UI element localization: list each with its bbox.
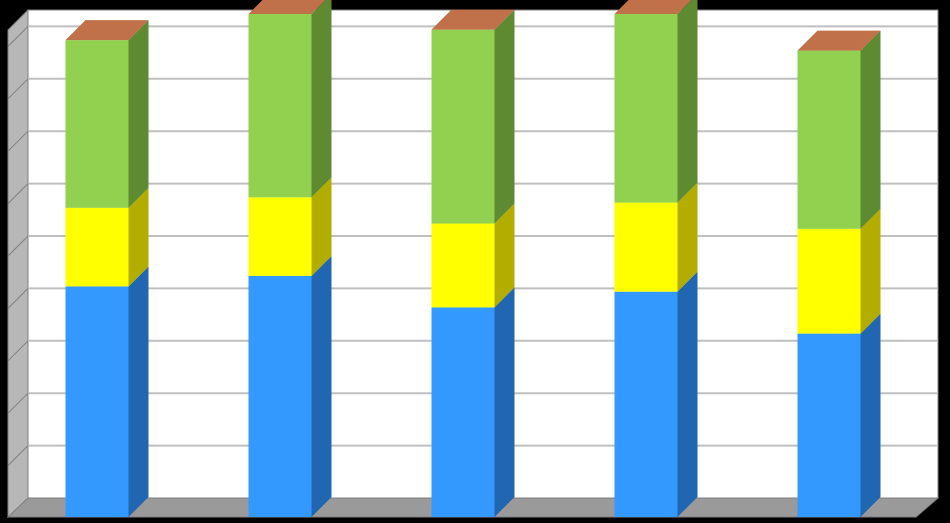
bar-segment xyxy=(614,202,678,292)
bar-top-cap xyxy=(614,0,692,14)
bar-stack xyxy=(431,9,515,517)
bar-segment-side xyxy=(128,20,149,208)
bar-segment xyxy=(431,223,495,308)
side-gridline xyxy=(7,392,29,414)
bar-segment-side xyxy=(494,9,515,224)
side-wall xyxy=(7,8,29,519)
bar-segment-side xyxy=(128,187,149,287)
bar-segment-side xyxy=(860,208,881,334)
bar-segment-side xyxy=(677,271,698,517)
bar-segment-side xyxy=(677,182,698,292)
bar-stack xyxy=(614,0,698,517)
bar-segment-side xyxy=(311,177,332,276)
bar-segment-side xyxy=(311,255,332,517)
bar-top-cap xyxy=(65,20,149,41)
side-gridline xyxy=(7,78,29,100)
bar-stack xyxy=(797,30,881,517)
bar-segment-side xyxy=(860,313,881,517)
side-gridline xyxy=(7,340,29,362)
bar-segment-side xyxy=(677,0,698,203)
bar-segment xyxy=(431,307,495,517)
side-gridline xyxy=(7,183,29,204)
bar-segment-side xyxy=(494,203,515,308)
side-gridline xyxy=(7,288,29,309)
bars xyxy=(65,0,881,517)
side-gridline xyxy=(7,26,29,47)
bar-segment xyxy=(65,286,129,517)
bar-segment xyxy=(797,228,861,334)
bar-segment-side xyxy=(128,266,149,517)
bar-segment xyxy=(614,13,678,203)
side-gridline xyxy=(7,445,29,466)
bar-stack xyxy=(248,0,332,517)
bar-segment-side xyxy=(311,0,332,198)
side-gridline xyxy=(7,235,29,257)
bar-segment-side xyxy=(494,287,515,517)
bar-segment xyxy=(65,40,129,208)
bar-segment xyxy=(797,50,861,229)
bar-segment xyxy=(614,291,678,517)
bar-segment xyxy=(248,13,312,198)
bar-segment xyxy=(248,275,312,517)
bar-segment-side xyxy=(860,30,881,229)
bar-segment xyxy=(248,197,312,276)
bar-segment xyxy=(65,207,129,287)
bar-top-cap xyxy=(797,30,881,51)
bar-segment xyxy=(797,333,861,517)
bar-top-cap xyxy=(248,0,326,14)
bar-top-cap xyxy=(431,9,515,30)
side-gridline xyxy=(7,130,29,152)
bar-segment xyxy=(431,29,495,224)
bar-stack xyxy=(65,20,149,517)
